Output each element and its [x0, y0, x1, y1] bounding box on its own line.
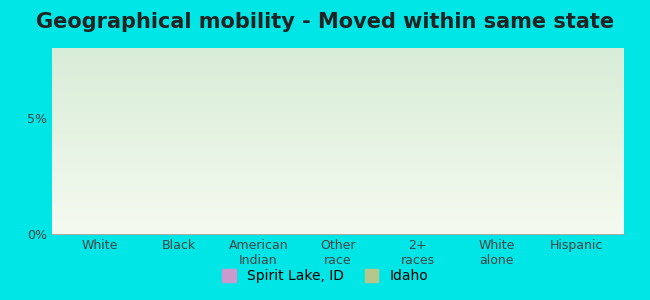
- Bar: [259, 162, 287, 234]
- Text: City-Data.com: City-Data.com: [533, 54, 612, 64]
- Bar: [417, 146, 445, 234]
- Bar: [577, 143, 604, 234]
- Bar: [338, 141, 366, 234]
- Bar: [469, 211, 497, 234]
- Bar: [179, 143, 207, 234]
- Text: Geographical mobility - Moved within same state: Geographical mobility - Moved within sam…: [36, 12, 614, 32]
- Bar: [99, 169, 127, 234]
- Bar: [497, 169, 525, 234]
- Legend: Spirit Lake, ID, Idaho: Spirit Lake, ID, Idaho: [214, 262, 436, 290]
- Bar: [72, 206, 99, 234]
